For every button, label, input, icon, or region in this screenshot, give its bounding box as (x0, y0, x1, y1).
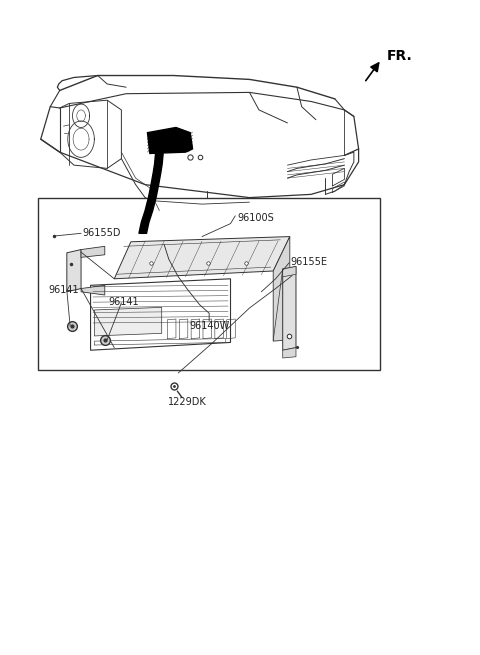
Text: 96155E: 96155E (291, 257, 328, 267)
Polygon shape (283, 267, 296, 350)
Polygon shape (283, 348, 296, 358)
Polygon shape (139, 153, 163, 233)
Polygon shape (95, 307, 162, 336)
Text: 96141: 96141 (108, 297, 139, 307)
Polygon shape (283, 267, 296, 277)
Text: 1229DK: 1229DK (168, 397, 207, 407)
Polygon shape (114, 236, 290, 279)
Polygon shape (81, 246, 105, 257)
Text: 96141: 96141 (49, 285, 79, 295)
Text: FR.: FR. (387, 49, 413, 63)
Polygon shape (273, 236, 290, 341)
Text: 96100S: 96100S (238, 213, 275, 223)
Text: 96155D: 96155D (83, 229, 121, 238)
Polygon shape (67, 250, 81, 291)
Bar (38, 198, 380, 369)
Polygon shape (81, 286, 105, 295)
Text: 96140W: 96140W (189, 320, 229, 331)
Polygon shape (147, 128, 192, 153)
